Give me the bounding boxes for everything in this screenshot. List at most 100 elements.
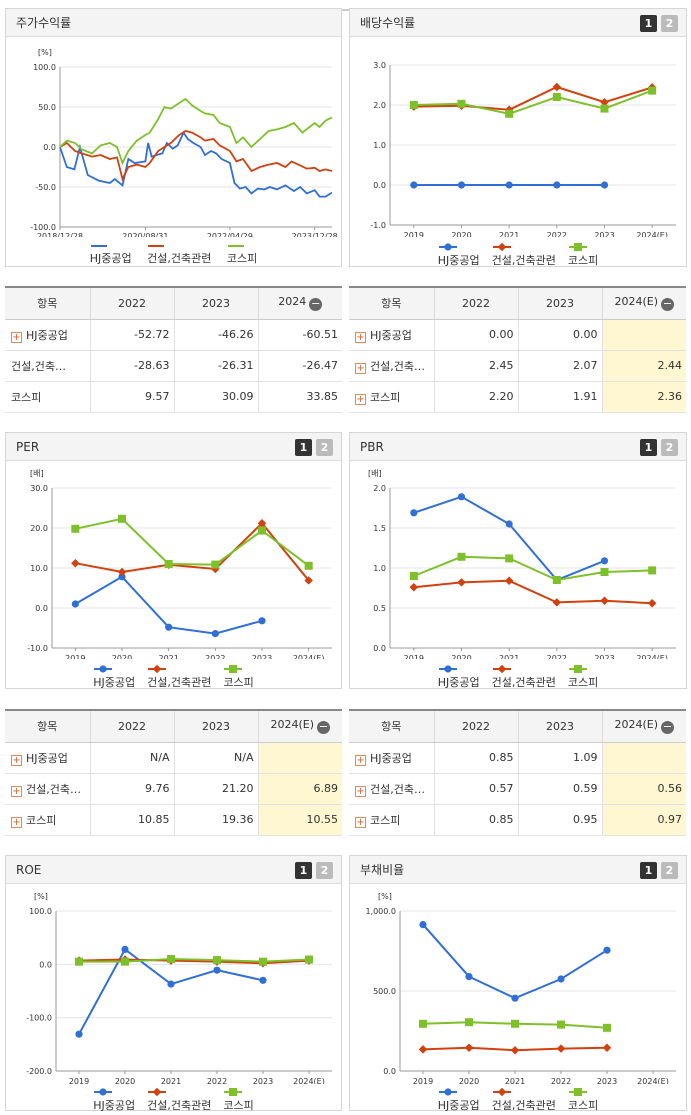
kospi-point[interactable] <box>648 566 657 575</box>
hj-point[interactable] <box>258 617 266 625</box>
legend-item[interactable]: HJ중공업 <box>438 242 480 268</box>
kospi-point[interactable] <box>419 1019 427 1028</box>
kospi-point[interactable] <box>557 1020 565 1029</box>
legend-item[interactable]: HJ중공업 <box>93 664 135 690</box>
hj-point[interactable] <box>444 1088 452 1096</box>
hj-point[interactable] <box>99 1088 107 1096</box>
kospi-point[interactable] <box>603 1023 611 1032</box>
kospi-point[interactable] <box>600 104 609 113</box>
row-name[interactable]: + HJ중공업 <box>349 742 435 774</box>
hj-point[interactable] <box>99 665 107 673</box>
kospi-point[interactable] <box>167 955 175 963</box>
period-button-1[interactable]: 1 <box>640 862 657 879</box>
construction-point[interactable] <box>556 1044 566 1053</box>
hj-point[interactable] <box>118 573 126 581</box>
legend-item[interactable]: 코스피 <box>223 664 254 690</box>
legend-item[interactable]: 건설,건축관련 <box>492 664 556 690</box>
hj-point[interactable] <box>505 181 513 189</box>
construction-point[interactable] <box>409 582 419 592</box>
kospi-point[interactable] <box>71 524 80 533</box>
kospi-point[interactable] <box>75 957 83 966</box>
expand-icon[interactable]: + <box>355 393 366 405</box>
kospi-point[interactable] <box>505 109 514 118</box>
construction-point[interactable] <box>647 598 657 608</box>
hj-point[interactable] <box>600 557 609 565</box>
period-button-1[interactable]: 1 <box>295 439 312 456</box>
construction-point[interactable] <box>464 1043 474 1053</box>
construction-point[interactable] <box>602 1043 612 1053</box>
hj-point[interactable] <box>167 980 175 988</box>
legend-item[interactable]: 건설,건축관련 <box>492 242 556 268</box>
hj-point[interactable] <box>213 966 221 974</box>
construction-point[interactable] <box>510 1045 520 1055</box>
row-name[interactable]: + HJ중공업 <box>5 319 91 351</box>
row-name[interactable]: + 코스피 <box>349 381 435 413</box>
period-button-1[interactable]: 1 <box>295 862 312 879</box>
kospi-point[interactable] <box>573 1088 582 1096</box>
row-name[interactable]: + 건설,건축… <box>349 773 435 805</box>
period-button-2[interactable]: 2 <box>316 439 333 456</box>
hj-point[interactable] <box>121 945 129 953</box>
kospi-point[interactable] <box>511 1019 519 1028</box>
collapse-icon[interactable]: − <box>317 720 331 735</box>
hj-point[interactable] <box>457 181 466 189</box>
expand-icon[interactable]: + <box>11 816 22 828</box>
period-button-2[interactable]: 2 <box>661 15 678 32</box>
kospi-point[interactable] <box>229 665 238 673</box>
period-button-2[interactable]: 2 <box>661 862 678 879</box>
hj-point[interactable] <box>211 630 219 638</box>
legend-item-hj[interactable]: HJ중공업 <box>90 242 132 266</box>
legend-item[interactable]: 코스피 <box>568 242 598 268</box>
construction-point[interactable] <box>71 558 80 568</box>
hj-point[interactable] <box>557 975 565 983</box>
kospi-point[interactable] <box>573 243 582 251</box>
kospi-point[interactable] <box>457 552 466 561</box>
legend-item-construction[interactable]: 건설,건축관련 <box>147 242 211 266</box>
hj-point[interactable] <box>505 520 513 528</box>
kospi-point[interactable] <box>409 101 418 109</box>
hj-point[interactable] <box>419 921 427 929</box>
hj-point[interactable] <box>553 181 561 189</box>
row-name[interactable]: + 건설,건축… <box>349 350 435 382</box>
expand-icon[interactable]: + <box>355 331 366 343</box>
expand-icon[interactable]: + <box>11 331 22 343</box>
hj-point[interactable] <box>410 509 418 517</box>
hj-point[interactable] <box>444 243 452 251</box>
construction-point[interactable] <box>504 576 514 586</box>
legend-item[interactable]: 건설,건축관련 <box>147 1087 211 1113</box>
construction-point[interactable] <box>497 242 506 252</box>
expand-icon[interactable]: + <box>11 754 22 766</box>
kospi-point[interactable] <box>505 554 514 563</box>
kospi-point[interactable] <box>305 955 313 964</box>
hj-point[interactable] <box>603 946 611 954</box>
construction-point[interactable] <box>304 576 313 585</box>
collapse-icon[interactable]: − <box>661 297 675 312</box>
construction-point[interactable] <box>497 1087 506 1097</box>
row-name[interactable]: + 코스피 <box>349 804 435 836</box>
expand-icon[interactable]: + <box>355 754 366 766</box>
kospi-point[interactable] <box>457 99 466 108</box>
hj-point[interactable] <box>259 976 267 984</box>
hj-point[interactable] <box>457 493 466 501</box>
period-button-1[interactable]: 1 <box>640 15 657 32</box>
construction-point[interactable] <box>152 664 162 674</box>
legend-item[interactable]: 코스피 <box>568 664 598 690</box>
kospi-point[interactable] <box>648 86 657 95</box>
expand-icon[interactable]: + <box>11 785 22 797</box>
kospi-point[interactable] <box>552 576 561 584</box>
kospi-point[interactable] <box>118 514 126 523</box>
row-name[interactable]: + HJ중공업 <box>349 319 435 351</box>
kospi-point[interactable] <box>409 572 418 580</box>
expand-icon[interactable]: + <box>355 816 366 828</box>
kospi-point[interactable] <box>259 957 267 966</box>
construction-point[interactable] <box>552 598 562 607</box>
hj-point[interactable] <box>71 600 79 608</box>
kospi-point[interactable] <box>121 957 129 966</box>
hj-point[interactable] <box>75 1030 83 1038</box>
construction-point[interactable] <box>552 82 562 92</box>
hj-point[interactable] <box>410 181 418 189</box>
hj-point[interactable] <box>600 181 609 189</box>
construction-point[interactable] <box>257 518 267 528</box>
kospi-point[interactable] <box>211 560 220 569</box>
hj-point[interactable] <box>465 973 473 981</box>
